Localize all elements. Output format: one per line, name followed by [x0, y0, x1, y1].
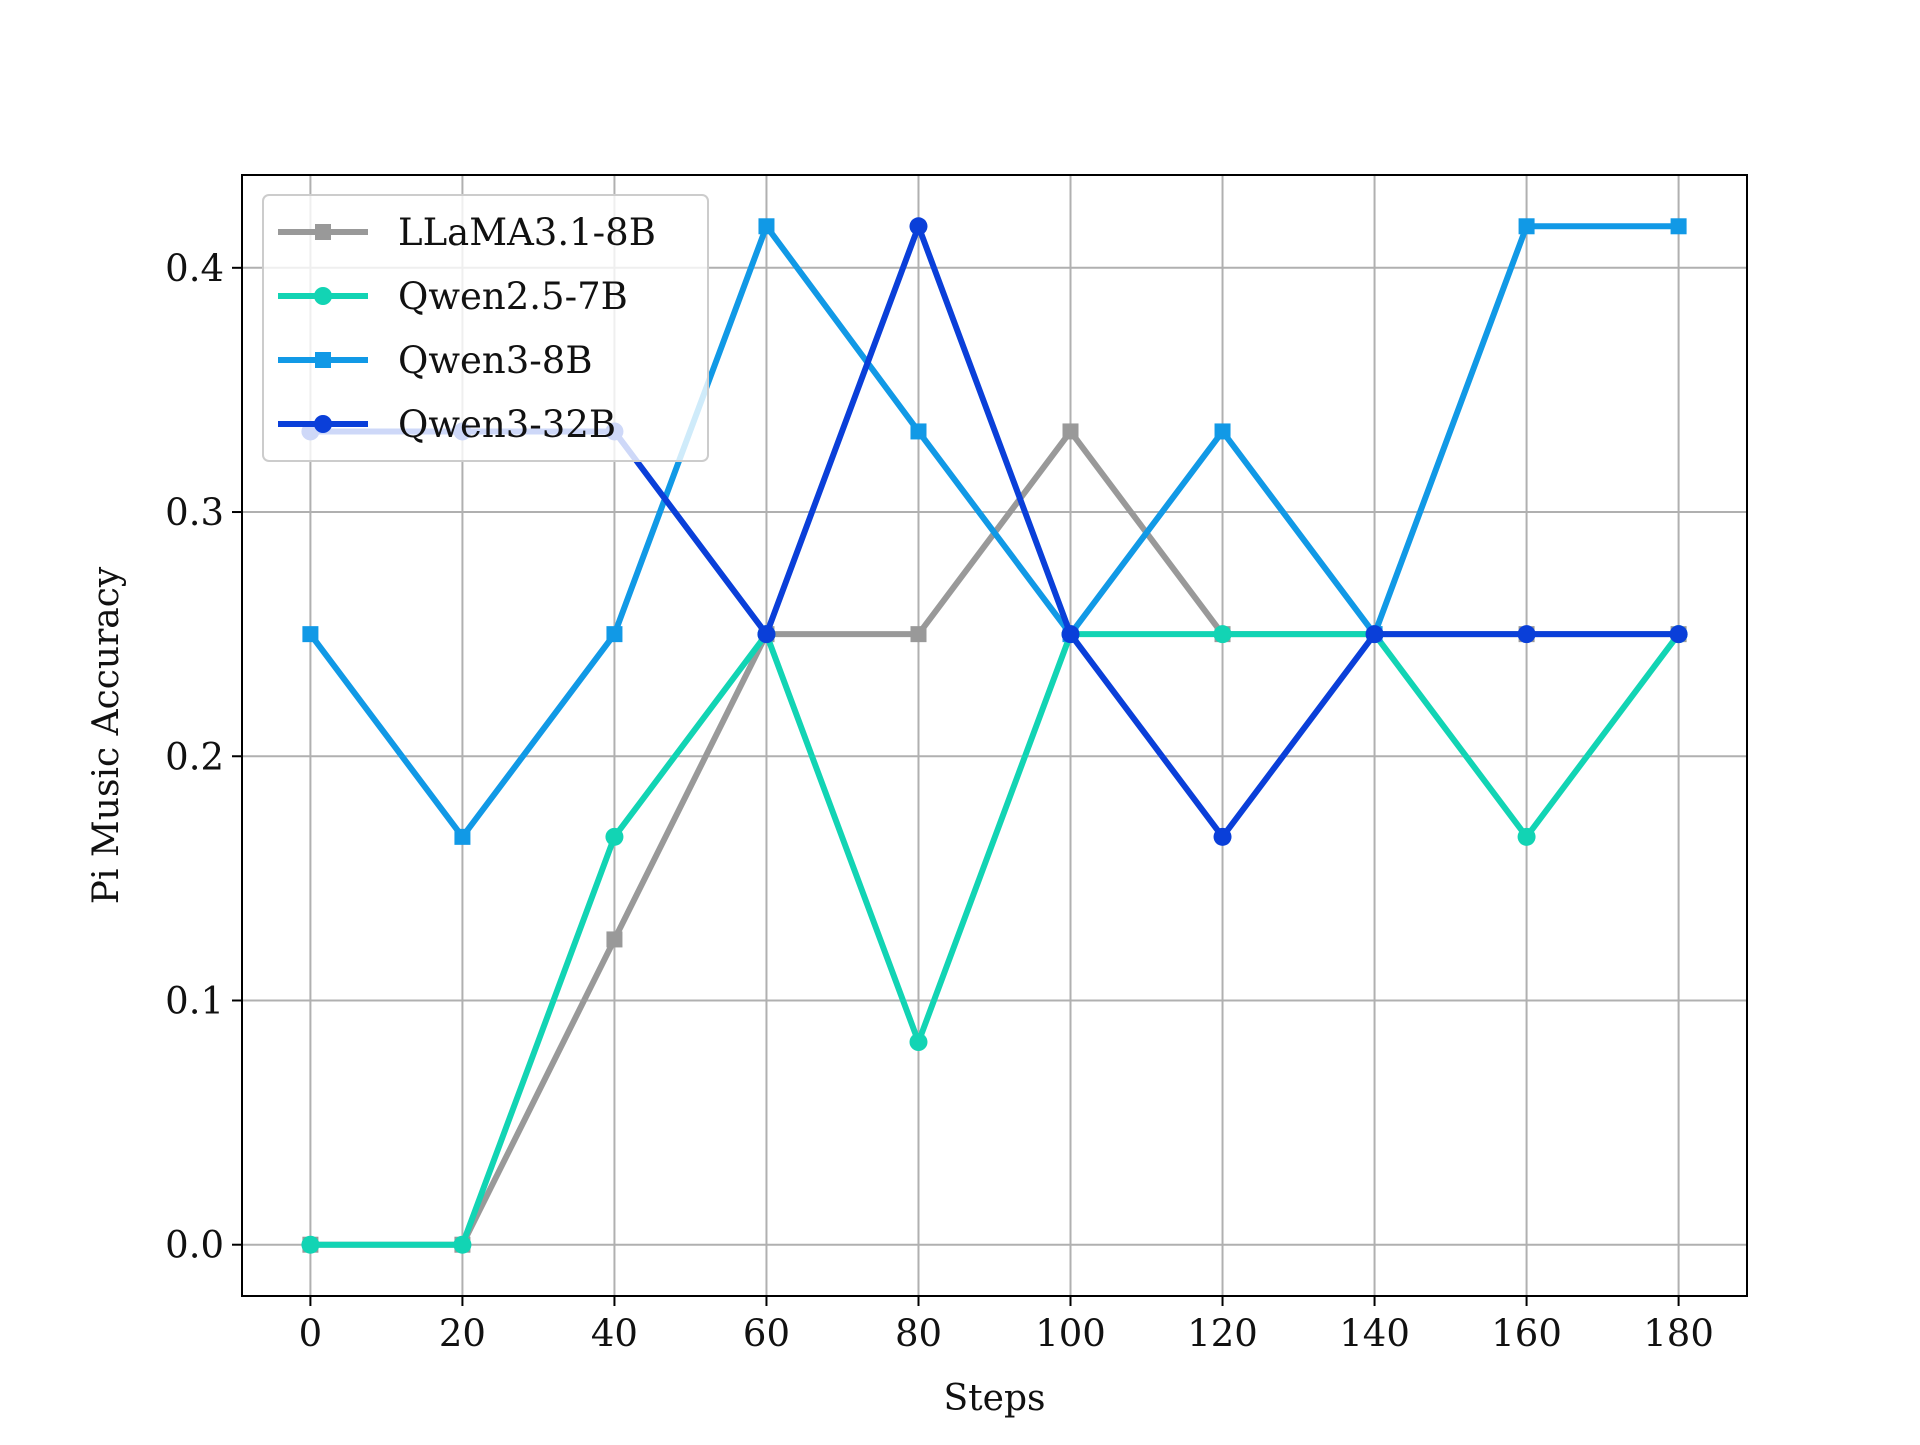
legend-label: Qwen3-32B — [398, 403, 616, 446]
data-point — [1669, 625, 1688, 644]
legend-item: Qwen3-32B — [278, 403, 616, 446]
data-point — [454, 828, 471, 845]
axis-ticks: 0 20 40 60 80 100 120 140 160 180 0.0 0.1 0.2 0.3 0.4 — [165, 247, 1714, 1355]
series-line — [307, 223, 1682, 840]
data-point — [1214, 423, 1231, 440]
data-point — [909, 1033, 928, 1052]
x-tick-label: 60 — [743, 1312, 790, 1355]
data-point — [1213, 625, 1232, 644]
legend-label: Qwen3-8B — [398, 339, 593, 382]
data-point — [606, 626, 623, 643]
y-tick-label: 0.0 — [165, 1224, 224, 1267]
x-tick-label: 180 — [1643, 1312, 1714, 1355]
legend-box — [262, 194, 709, 462]
x-tick-label: 20 — [439, 1312, 486, 1355]
data-point — [453, 1235, 472, 1254]
y-axis-label: Pi Music Accuracy — [86, 566, 127, 904]
x-tick-label: 160 — [1491, 1312, 1562, 1355]
data-point — [302, 626, 319, 643]
x-tick-label: 80 — [895, 1312, 942, 1355]
data-point — [757, 625, 776, 644]
y-tick-label: 0.4 — [165, 247, 224, 290]
x-tick-label: 40 — [591, 1312, 638, 1355]
data-point — [1670, 218, 1687, 235]
data-point — [301, 1235, 320, 1254]
x-axis-label: Steps — [944, 1378, 1046, 1419]
legend-label: LLaMA3.1-8B — [398, 211, 656, 254]
data-point — [758, 218, 775, 235]
data-point — [1062, 423, 1079, 440]
x-tick-label: 140 — [1339, 1312, 1410, 1355]
x-tick-label: 100 — [1035, 1312, 1106, 1355]
legend-marker — [314, 415, 332, 433]
data-point — [606, 931, 623, 948]
x-tick-label: 120 — [1187, 1312, 1258, 1355]
series-line — [307, 631, 1682, 1248]
legend-marker — [315, 352, 331, 368]
legend-marker — [315, 224, 331, 240]
legend-marker — [314, 287, 332, 305]
data-point — [1061, 625, 1080, 644]
data-point — [910, 626, 927, 643]
data-point — [909, 217, 928, 236]
plot-frame — [241, 174, 1748, 1297]
series-qwen2-5-7b — [301, 625, 1688, 1254]
data-point — [1517, 827, 1536, 846]
y-tick-label: 0.2 — [165, 735, 224, 778]
legend-item: LLaMA3.1-8B — [278, 211, 656, 254]
y-tick-label: 0.3 — [165, 491, 224, 534]
data-point — [910, 423, 927, 440]
y-tick-label: 0.1 — [165, 979, 224, 1022]
data-point — [605, 827, 624, 846]
data-point — [1517, 625, 1536, 644]
x-tick-label: 0 — [299, 1312, 323, 1355]
legend: LLaMA3.1-8B Qwen2.5-7B Qwen3-8B Qwen3-32B — [262, 194, 709, 462]
data-point — [1365, 625, 1384, 644]
data-point — [1213, 827, 1232, 846]
data-point — [1518, 218, 1535, 235]
legend-label: Qwen2.5-7B — [398, 275, 628, 318]
legend-item: Qwen3-8B — [278, 339, 593, 382]
legend-item: Qwen2.5-7B — [278, 275, 628, 318]
